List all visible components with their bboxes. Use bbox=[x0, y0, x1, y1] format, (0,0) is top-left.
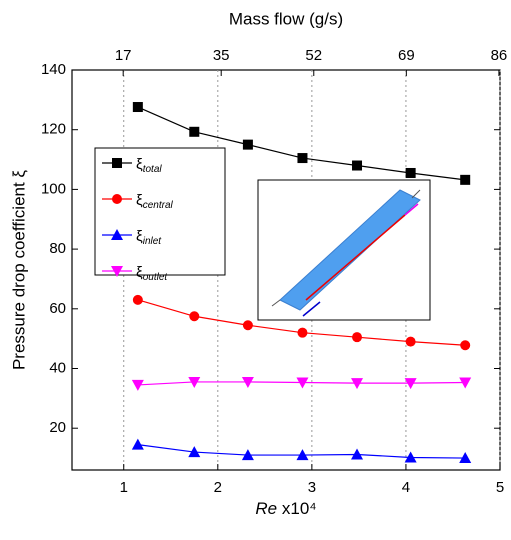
y-tick-label: 140 bbox=[41, 61, 66, 78]
legend bbox=[94, 147, 226, 276]
marker bbox=[405, 336, 416, 347]
y-tick-label: 60 bbox=[49, 300, 66, 317]
marker bbox=[131, 379, 144, 391]
x-tick-label: 5 bbox=[496, 479, 504, 496]
legend-label: ξtotal bbox=[136, 156, 162, 175]
marker bbox=[459, 377, 472, 389]
y-tick-label: 80 bbox=[49, 240, 66, 257]
marker bbox=[189, 311, 200, 322]
inset-wire bbox=[411, 189, 421, 199]
marker bbox=[460, 340, 471, 351]
marker bbox=[460, 174, 471, 185]
marker bbox=[111, 229, 123, 240]
legend-label: ξcentral bbox=[136, 192, 174, 211]
marker bbox=[132, 294, 143, 305]
marker bbox=[241, 376, 254, 388]
marker bbox=[297, 327, 308, 338]
marker bbox=[352, 332, 363, 343]
x2-tick-label: 17 bbox=[115, 47, 132, 64]
marker bbox=[297, 153, 308, 164]
legend-label: ξinlet bbox=[136, 228, 162, 247]
y-tick-label: 40 bbox=[49, 359, 66, 376]
x2-axis-label: Mass flow (g/s) bbox=[229, 9, 343, 28]
y-tick-label: 120 bbox=[41, 121, 66, 138]
x2-tick-label: 69 bbox=[398, 47, 415, 64]
inset-wire bbox=[271, 299, 281, 307]
legend-label: ξoutlet bbox=[136, 264, 168, 283]
marker bbox=[459, 452, 472, 464]
marker bbox=[188, 376, 201, 388]
marker bbox=[189, 126, 200, 137]
y-axis-label: Pressure drop coefficient ξ bbox=[9, 170, 28, 370]
marker bbox=[242, 139, 253, 150]
marker bbox=[351, 448, 364, 460]
marker bbox=[112, 158, 122, 168]
marker bbox=[112, 194, 122, 204]
x-tick-label: 1 bbox=[120, 479, 128, 496]
inset-image bbox=[257, 179, 431, 321]
x2-tick-label: 35 bbox=[213, 47, 230, 64]
x2-tick-label: 86 bbox=[491, 47, 508, 64]
marker bbox=[352, 160, 363, 171]
x2-tick-label: 52 bbox=[305, 47, 322, 64]
marker bbox=[188, 446, 201, 458]
inset-arrow bbox=[404, 203, 419, 216]
y-tick-label: 20 bbox=[49, 419, 66, 436]
marker bbox=[351, 378, 364, 390]
y-tick-label: 100 bbox=[41, 180, 66, 197]
x-tick-label: 3 bbox=[308, 479, 316, 496]
inset-arrow bbox=[305, 214, 406, 301]
marker bbox=[296, 377, 309, 389]
x-tick-label: 4 bbox=[402, 479, 410, 496]
marker bbox=[404, 451, 417, 463]
marker bbox=[242, 320, 253, 331]
marker bbox=[111, 266, 123, 277]
marker bbox=[405, 167, 416, 178]
inset-arrow bbox=[302, 301, 321, 317]
marker bbox=[404, 378, 417, 390]
marker bbox=[296, 449, 309, 461]
x-axis-label: Re x10⁴ bbox=[255, 499, 316, 518]
marker bbox=[241, 449, 254, 461]
marker bbox=[131, 438, 144, 450]
inset-pipe bbox=[279, 189, 421, 311]
x-tick-label: 2 bbox=[214, 479, 222, 496]
marker bbox=[132, 102, 143, 113]
